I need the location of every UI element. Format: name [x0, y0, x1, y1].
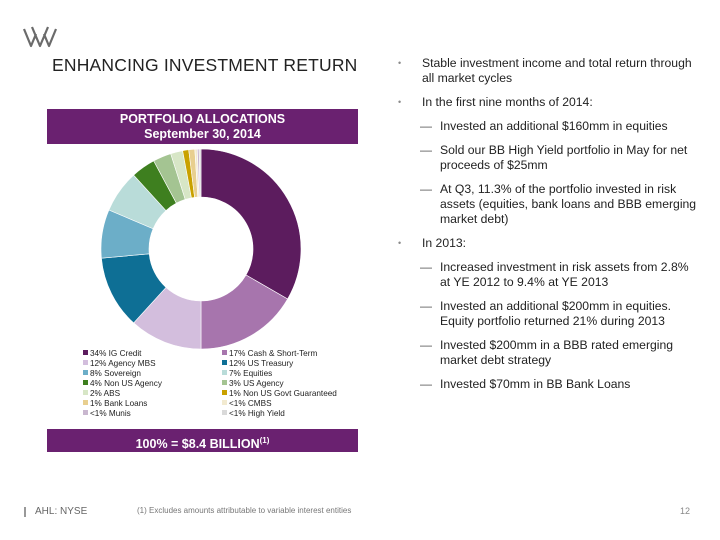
bullet-item: • In 2013:: [398, 236, 698, 251]
legend-item: 17% Cash & Short-Term: [222, 349, 352, 359]
bullet-marker: —: [420, 143, 432, 157]
legend-item: <1% Munis: [83, 409, 222, 419]
legend-label: 1% Non US Govt Guaranteed: [229, 389, 337, 398]
sub-bullet: — Increased investment in risk assets fro…: [398, 260, 698, 290]
total-text: 100% = $8.4 BILLION: [135, 437, 260, 451]
legend-swatch: [83, 410, 88, 415]
company-logo: [22, 26, 58, 48]
sub-bullet: — Invested $70mm in BB Bank Loans: [398, 377, 698, 392]
bullet-text: Invested an additional $200mm in equitie…: [440, 299, 672, 328]
legend-row: 34% IG Credit 17% Cash & Short-Term: [83, 349, 353, 359]
bullet-marker: —: [420, 377, 432, 391]
legend-swatch: [83, 390, 88, 395]
legend-item: 1% Bank Loans: [83, 399, 222, 409]
legend-label: 17% Cash & Short-Term: [229, 349, 318, 358]
legend-swatch: [83, 400, 88, 405]
sub-bullet: — Sold our BB High Yield portfolio in May…: [398, 143, 698, 173]
legend-label: 12% Agency MBS: [90, 359, 156, 368]
legend-row: 2% ABS 1% Non US Govt Guaranteed: [83, 389, 353, 399]
legend-label: 12% US Treasury: [229, 359, 294, 368]
bullet-marker: —: [420, 182, 432, 196]
legend-label: 4% Non US Agency: [90, 379, 162, 388]
sub-bullet: — Invested $200mm in a BBB rated emerging…: [398, 338, 698, 368]
bullet-text: Invested $200mm in a BBB rated emerging …: [440, 338, 674, 367]
legend-row: 8% Sovereign 7% Equities: [83, 369, 353, 379]
banner-title: PORTFOLIO ALLOCATIONS: [119, 112, 286, 126]
legend-item: 12% Agency MBS: [83, 359, 222, 369]
legend-swatch: [222, 390, 227, 395]
legend-item: 12% US Treasury: [222, 359, 352, 369]
legend-swatch: [83, 350, 88, 355]
portfolio-donut-chart: [100, 148, 302, 350]
legend-label: <1% Munis: [90, 409, 131, 418]
legend-label: <1% CMBS: [229, 399, 272, 408]
bullet-text: Invested an additional $160mm in equitie…: [440, 119, 668, 133]
legend-item: 2% ABS: [83, 389, 222, 399]
legend-row: 4% Non US Agency 3% US Agency: [83, 379, 353, 389]
legend-row: 12% Agency MBS 12% US Treasury: [83, 359, 353, 369]
legend-item: 7% Equities: [222, 369, 352, 379]
legend-swatch: [222, 410, 227, 415]
bullet-text: At Q3, 11.3% of the portfolio invested i…: [440, 182, 697, 226]
footnote: (1) Excludes amounts attributable to var…: [137, 506, 352, 515]
legend-swatch: [83, 380, 88, 385]
page-number: 12: [679, 506, 690, 516]
bullet-text: In 2013:: [422, 236, 467, 250]
legend-item: <1% CMBS: [222, 399, 352, 409]
legend-item: 8% Sovereign: [83, 369, 222, 379]
bullet-marker: •: [398, 97, 402, 107]
banner-date: September 30, 2014: [144, 127, 261, 141]
page-title: ENHANCING INVESTMENT RETURN: [52, 55, 358, 75]
ticker: AHL: NYSE: [35, 506, 88, 517]
portfolio-allocations-banner: PORTFOLIO ALLOCATIONS September 30, 2014: [47, 109, 358, 144]
legend-swatch: [222, 360, 227, 365]
bullet-text: Sold our BB High Yield portfolio in May …: [440, 143, 688, 172]
bullet-marker: •: [398, 58, 402, 68]
legend-label: 8% Sovereign: [90, 369, 141, 378]
bullet-list: • Stable investment income and total retu…: [398, 56, 698, 401]
legend-item: 1% Non US Govt Guaranteed: [222, 389, 352, 399]
legend-row: <1% Munis <1% High Yield: [83, 409, 353, 419]
bullet-marker: —: [420, 260, 432, 274]
legend-swatch: [222, 380, 227, 385]
footer-divider: [24, 507, 26, 517]
donut-slice: [198, 148, 202, 198]
legend-row: 1% Bank Loans <1% CMBS: [83, 399, 353, 409]
bullet-marker: —: [420, 338, 432, 352]
footnote-ref: (1): [259, 436, 270, 445]
bullet-item: • Stable investment income and total retu…: [398, 56, 698, 86]
bullet-text: Invested $70mm in BB Bank Loans: [440, 377, 631, 391]
legend-label: 2% ABS: [90, 389, 121, 398]
bullet-text: Increased investment in risk assets from…: [440, 260, 689, 289]
bullet-text: In the first nine months of 2014:: [422, 95, 593, 109]
legend-label: 34% IG Credit: [90, 349, 142, 358]
legend-swatch: [222, 350, 227, 355]
legend-swatch: [222, 370, 227, 375]
legend-swatch: [83, 360, 88, 365]
footer: AHL: NYSE (1) Excludes amounts attributa…: [0, 506, 720, 520]
legend-label: 7% Equities: [229, 369, 273, 378]
legend-item: 34% IG Credit: [83, 349, 222, 359]
total-banner: 100% = $8.4 BILLION(1): [47, 429, 358, 452]
legend-label: 1% Bank Loans: [90, 399, 148, 408]
legend-label: <1% High Yield: [229, 409, 285, 418]
legend-swatch: [222, 400, 227, 405]
donut-slice: [200, 148, 302, 300]
sub-bullet: — At Q3, 11.3% of the portfolio invested …: [398, 182, 698, 227]
legend-item: 3% US Agency: [222, 379, 352, 389]
bullet-item: • In the first nine months of 2014:: [398, 95, 698, 110]
chart-legend: 34% IG Credit 17% Cash & Short-Term 12% Ag…: [83, 349, 353, 419]
bullet-text: Stable investment income and total retur…: [422, 56, 692, 85]
bullet-marker: —: [420, 119, 432, 133]
sub-bullet: — Invested an additional $200mm in equiti…: [398, 299, 698, 329]
legend-item: <1% High Yield: [222, 409, 352, 419]
legend-label: 3% US Agency: [229, 379, 284, 388]
legend-swatch: [83, 370, 88, 375]
bullet-marker: —: [420, 299, 432, 313]
legend-item: 4% Non US Agency: [83, 379, 222, 389]
bullet-marker: •: [398, 238, 402, 248]
sub-bullet: — Invested an additional $160mm in equiti…: [398, 119, 698, 134]
